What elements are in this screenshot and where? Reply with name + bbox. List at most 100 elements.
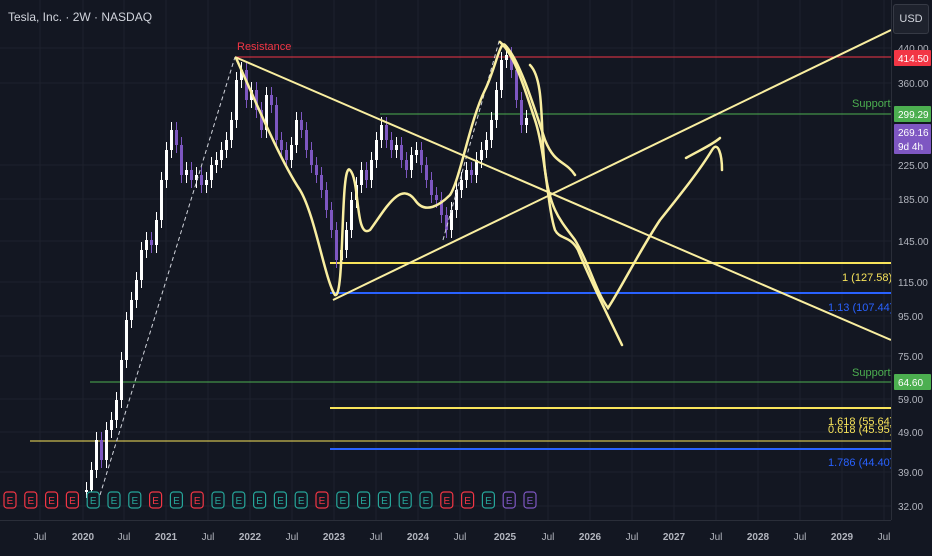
earnings-marker-label: E [90,496,97,507]
earnings-marker[interactable]: E [398,491,412,509]
candle-body [170,130,173,150]
earnings-marker[interactable]: E [461,491,475,509]
time-tick-label: Jul [370,532,383,543]
candle-body [280,140,283,150]
symbol-title[interactable]: Tesla, Inc. · 2W · NASDAQ [8,10,153,24]
earnings-marker-shape [149,491,163,509]
price-badge [894,124,931,140]
price-tick-label: 59.00 [898,395,923,406]
candles [85,47,528,498]
candle-body [225,140,228,150]
price-tick-label: 49.00 [898,428,923,439]
earnings-marker[interactable]: E [294,491,308,509]
candle-body [475,160,478,175]
freehand-drawing-4[interactable] [684,136,722,160]
candle-body [130,300,133,320]
earnings-marker[interactable]: E [86,491,100,509]
currency-button[interactable]: USD [893,4,929,34]
candle-body [410,155,413,170]
candle-body [290,145,293,160]
earnings-marker-shape [65,491,80,509]
candle-body [440,200,443,215]
earnings-marker[interactable]: E [232,491,246,509]
fib-113-label: 1.13 (107.44) [828,302,893,314]
time-axis[interactable]: Jul 2020 Jul 2021 Jul 2022 Jul 2023 Jul 2024 Jul 20… [0,520,891,551]
price-axis[interactable]: 440.00 360.00 225.00 185.00 145.00 115.00 95.0… [891,0,932,520]
price-badge-label: 64.60 [898,378,923,389]
earnings-marker-shape [440,491,454,509]
earnings-marker[interactable]: E [523,491,537,509]
support-label-lower: Support [852,367,891,379]
earnings-marker[interactable]: E [377,491,391,509]
earnings-marker[interactable]: E [3,491,17,509]
candle-body [100,440,103,460]
earnings-marker-shape [169,491,183,509]
candle-body [420,150,423,165]
price-tick-label: 75.00 [898,352,923,363]
candle-body [275,105,278,140]
price-badge-label: 9d 4h [898,142,923,153]
earnings-marker-label: E [235,496,242,507]
trend-dashed-1[interactable] [99,56,236,496]
earnings-marker[interactable]: E [128,491,142,509]
earnings-marker[interactable]: E [315,491,329,509]
candle-body [345,230,348,250]
fib-1786-label: 1.786 (44.40) [828,457,893,469]
earnings-marker[interactable]: E [107,491,121,509]
earnings-marker[interactable]: E [481,491,495,509]
candle-body [220,150,223,160]
earnings-marker[interactable]: E [336,491,350,509]
candle-body [505,55,508,60]
candle-body [85,490,88,492]
earnings-marker[interactable]: E [65,491,80,509]
candle-body [230,120,233,140]
earnings-marker[interactable]: E [253,491,267,509]
earnings-marker-label: E [194,496,201,507]
earnings-marker[interactable]: E [440,491,454,509]
time-tick-label: 2024 [407,532,430,543]
candle-body [190,170,193,180]
earnings-marker-shape [481,491,495,509]
price-badge [894,138,931,154]
earnings-marker-shape [128,491,142,509]
support-label-upper: Support [852,98,891,110]
time-tick-label: 2027 [663,532,686,543]
earnings-marker[interactable]: E [169,491,183,509]
earnings-marker-label: E [402,496,409,507]
earnings-marker-label: E [506,496,513,507]
earnings-marker[interactable]: E [273,491,287,509]
earnings-marker-shape [253,491,267,509]
time-tick-label: 2021 [155,532,178,543]
earnings-marker-shape [315,491,329,509]
earnings-marker-shape [190,491,204,509]
triangle-lower-line[interactable] [332,29,892,301]
earnings-marker[interactable]: E [149,491,163,509]
candle-body [515,70,518,100]
candle-body [175,130,178,145]
candle-body [245,70,248,100]
candle-body [115,400,118,420]
earnings-marker[interactable]: E [357,491,371,509]
price-tick-label: 95.00 [898,312,923,323]
earnings-marker[interactable]: E [211,491,225,509]
time-tick-label: 2022 [239,532,262,543]
candle-body [350,200,353,230]
freehand-drawing-2[interactable] [498,40,624,347]
price-tick-label: 225.00 [898,161,929,172]
earnings-marker-shape [232,491,246,509]
earnings-marker[interactable]: E [44,491,59,509]
price-badge-label: 269.16 [898,128,929,139]
earnings-marker[interactable]: E [24,491,38,509]
candle-body [110,420,113,430]
candle-body [135,280,138,300]
triangle-upper-line[interactable] [234,56,892,341]
freehand-drawing-3[interactable] [528,63,724,311]
earnings-marker[interactable]: E [190,491,204,509]
freehand-drawing-1[interactable] [234,43,577,297]
earnings-marker-shape [3,491,17,509]
earnings-marker[interactable]: E [502,491,516,509]
earnings-marker[interactable]: E [419,491,433,509]
